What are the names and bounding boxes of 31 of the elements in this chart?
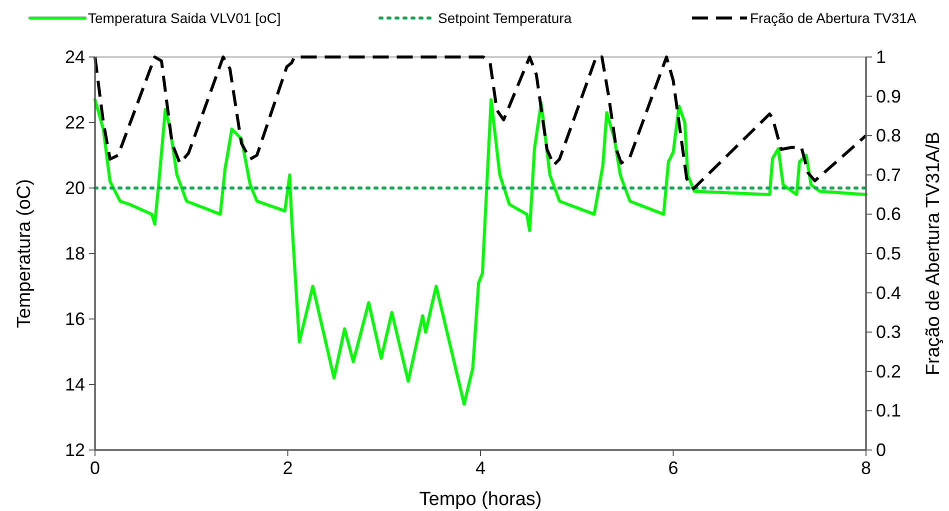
x-tick-label: 4	[475, 458, 486, 478]
legend-label: Temperatura Saida VLV01 [oC]	[88, 10, 281, 26]
line-series	[94, 98, 868, 406]
y2-tick-label: 0.3	[876, 322, 902, 342]
y2-tick-label: 0.2	[876, 361, 902, 382]
y-axis-title: Temperatura (oC)	[14, 179, 35, 328]
y-tick-label: 20	[64, 178, 85, 198]
y-tick-label: 12	[64, 440, 85, 460]
y-tick-label: 18	[64, 244, 85, 264]
y2-tick-label: 0.4	[876, 282, 902, 303]
y2-tick-label: 0	[876, 440, 886, 460]
x-tick-label: 2	[282, 458, 293, 478]
y2-tick-label: 0.9	[876, 86, 902, 106]
x-tick-label: 0	[90, 458, 100, 478]
y2-tick-label: 1	[876, 47, 886, 67]
y2-tick-label: 0.7	[876, 164, 902, 185]
y2-tick-label: 0.1	[876, 400, 902, 421]
y2-tick-label: 0.5	[876, 244, 902, 264]
legend-label: Fração de Abertura TV31A	[750, 10, 917, 26]
x-tick-label: 8	[860, 458, 872, 478]
y-tick-label: 16	[64, 309, 85, 329]
y2-tick-label: 0.6	[876, 204, 902, 224]
y-tick-label: 14	[64, 374, 85, 394]
legend-label: Setpoint Temperatura	[438, 10, 572, 26]
x-axis-title: Tempo (horas)	[419, 489, 542, 510]
y2-axis-title: Fração de Abertura TV31A/B	[923, 132, 944, 376]
y-tick-label: 24	[64, 47, 85, 67]
x-tick-label: 6	[668, 458, 678, 478]
line-series	[94, 56, 868, 190]
y-tick-label: 22	[64, 112, 85, 132]
y2-tick-label: 0.8	[876, 126, 902, 146]
